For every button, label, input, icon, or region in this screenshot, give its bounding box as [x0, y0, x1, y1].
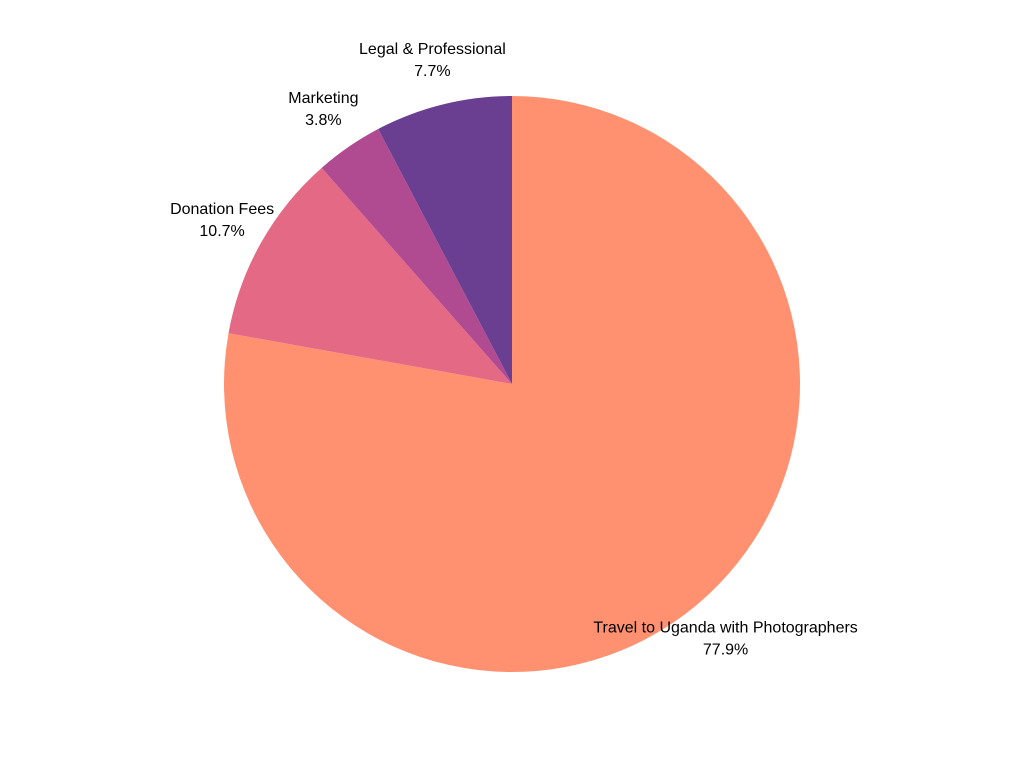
pie-slice-donation-fees: [228, 167, 512, 384]
slice-category-label: Legal & Professional: [359, 41, 506, 58]
slice-category-label: Travel to Uganda with Photographers: [593, 619, 857, 636]
slice-percent-label: 3.8%: [305, 112, 341, 129]
slice-label-legal-professional: Legal & Professional 7.7%: [359, 41, 506, 80]
pie-slice-marketing: [321, 128, 512, 384]
slice-percent-label: 77.9%: [703, 641, 748, 658]
slices-layer: [224, 96, 801, 672]
labels-layer: Travel to Uganda with Photographers 77.9%…: [170, 41, 858, 658]
slice-label-donation-fees: Donation Fees 10.7%: [170, 201, 274, 240]
slice-category-label: Marketing: [288, 90, 358, 107]
pie-slice-legal-professional: [378, 96, 512, 384]
slice-label-marketing: Marketing 3.8%: [288, 90, 358, 129]
slice-category-label: Donation Fees: [170, 201, 274, 218]
slice-label-travel-to-uganda-with-photographers: Travel to Uganda with Photographers 77.9%: [593, 619, 857, 658]
slice-percent-label: 7.7%: [414, 63, 450, 80]
slice-percent-label: 10.7%: [199, 223, 244, 240]
pie-slice-travel-to-uganda-with-photographers: [224, 96, 801, 672]
